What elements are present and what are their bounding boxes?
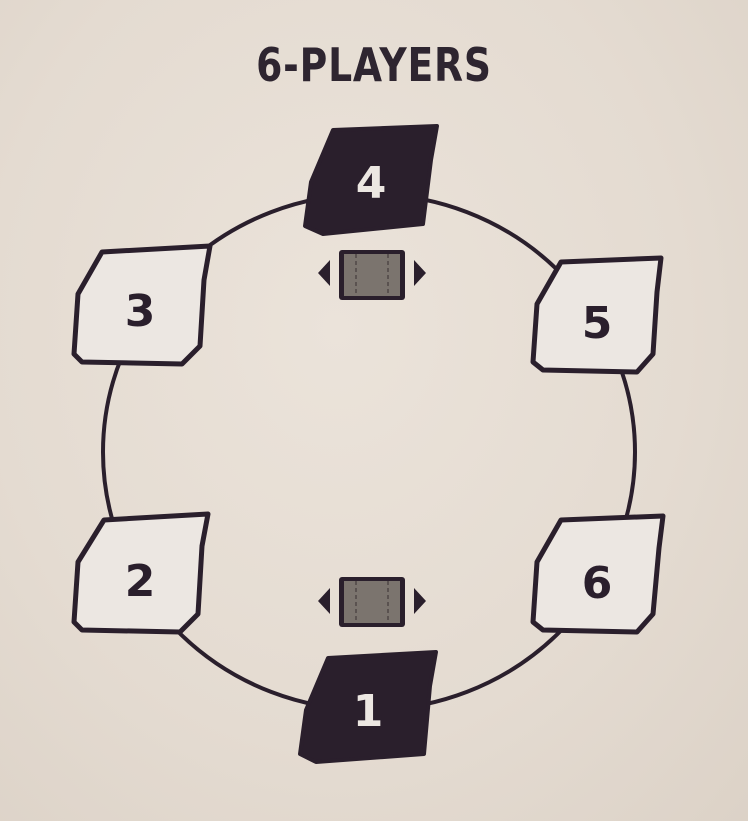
arrow-left-icon (318, 588, 330, 614)
seat-2-label: 2 (125, 556, 156, 607)
seat-3-label: 3 (125, 286, 156, 337)
seat-2: 2 (71, 511, 211, 635)
deck-with-arrows-icon (318, 250, 426, 300)
arrow-left-icon (318, 260, 330, 286)
deck-with-arrows-icon (318, 577, 426, 627)
seat-5-label: 5 (582, 298, 613, 349)
seat-4-label: 4 (356, 158, 387, 209)
seat-6: 6 (530, 513, 666, 635)
seat-6-label: 6 (582, 558, 613, 609)
deck-card (344, 581, 400, 623)
arrow-right-icon (414, 260, 426, 286)
seat-1: 1 (298, 650, 438, 764)
seat-1-label: 1 (353, 686, 384, 737)
diagram-title: 6-PLAYERS (256, 38, 492, 92)
seat-5: 5 (530, 255, 664, 375)
seat-4: 4 (303, 124, 439, 236)
deck-top (318, 250, 426, 300)
seat-3: 3 (71, 243, 213, 367)
deck-card (344, 254, 400, 296)
arrow-right-icon (414, 588, 426, 614)
deck-bottom (318, 577, 426, 627)
